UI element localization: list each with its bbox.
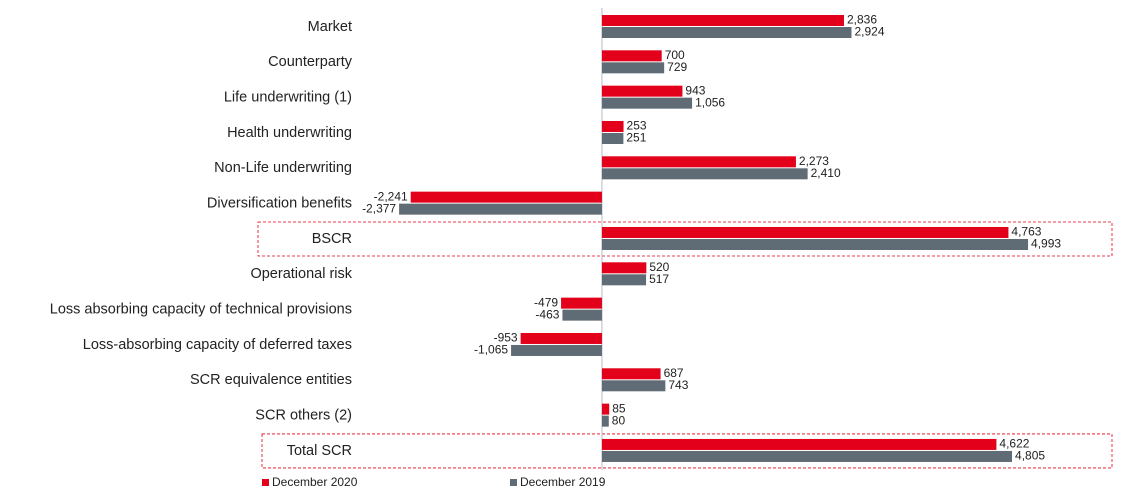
category-label: Market <box>308 19 352 35</box>
value-label: 943 <box>685 83 705 97</box>
value-label: -479 <box>534 295 558 309</box>
bar <box>601 15 844 26</box>
category-label: Operational risk <box>250 266 352 282</box>
value-label: 4,805 <box>1015 449 1045 463</box>
category-label: Life underwriting (1) <box>224 89 352 105</box>
value-label: 4,763 <box>1011 225 1041 239</box>
bar <box>561 297 602 309</box>
bar <box>399 203 602 215</box>
bar <box>601 62 665 74</box>
category-label: Non-Life underwriting <box>214 160 352 176</box>
value-label: 251 <box>626 131 646 145</box>
highlight-box <box>261 433 1113 469</box>
bar <box>601 120 624 132</box>
bar <box>601 50 662 62</box>
value-label: 743 <box>668 378 688 392</box>
bar <box>601 97 693 109</box>
value-label: 253 <box>627 119 647 133</box>
bar <box>601 156 796 168</box>
category-label: Health underwriting <box>227 125 352 141</box>
bar <box>601 438 997 450</box>
value-label: -1,065 <box>474 343 508 357</box>
value-label: 1,056 <box>695 95 725 109</box>
value-label: -953 <box>494 331 518 345</box>
bar <box>511 344 602 356</box>
value-label: 520 <box>649 260 669 274</box>
legend-swatch <box>510 479 517 486</box>
bar <box>601 262 647 274</box>
bar <box>601 238 1029 250</box>
category-label: Total SCR <box>287 443 352 459</box>
bar <box>410 191 602 203</box>
value-label: 4,622 <box>999 437 1029 451</box>
category-label: SCR equivalence entities <box>190 372 352 388</box>
category-label: Counterparty <box>268 54 353 70</box>
bar <box>601 368 661 380</box>
bar <box>601 226 1009 238</box>
bar <box>601 450 1013 462</box>
value-label: 80 <box>612 413 626 427</box>
legend-label: December 2019 <box>520 475 606 489</box>
value-label: -463 <box>535 307 559 321</box>
bar <box>601 27 852 38</box>
bar <box>601 274 647 286</box>
value-label: 2,924 <box>854 25 884 39</box>
category-label: SCR others (2) <box>255 407 352 423</box>
category-label: Diversification benefits <box>207 195 352 211</box>
value-label: 85 <box>612 401 626 415</box>
legend-label: December 2020 <box>272 475 358 489</box>
value-label: 729 <box>667 60 687 74</box>
category-label: BSCR <box>312 231 352 247</box>
bar <box>601 415 609 427</box>
category-label: Loss absorbing capacity of technical pro… <box>50 301 352 317</box>
value-label: 700 <box>665 48 685 62</box>
value-label: -2,241 <box>374 189 408 203</box>
value-label: 4,993 <box>1031 237 1061 251</box>
highlight-box <box>257 221 1113 257</box>
value-label: 2,836 <box>847 13 877 27</box>
bar <box>601 132 624 144</box>
bar <box>601 403 610 415</box>
bar <box>562 309 602 321</box>
bar <box>601 85 683 97</box>
category-label: Loss-absorbing capacity of deferred taxe… <box>83 337 352 353</box>
bar <box>601 168 808 180</box>
bar <box>520 332 602 344</box>
legend-swatch <box>262 479 269 486</box>
value-label: 2,273 <box>799 154 829 168</box>
value-label: -2,377 <box>362 201 396 215</box>
value-label: 687 <box>664 366 684 380</box>
value-label: 517 <box>649 272 669 286</box>
bar <box>601 380 666 392</box>
value-label: 2,410 <box>811 166 841 180</box>
